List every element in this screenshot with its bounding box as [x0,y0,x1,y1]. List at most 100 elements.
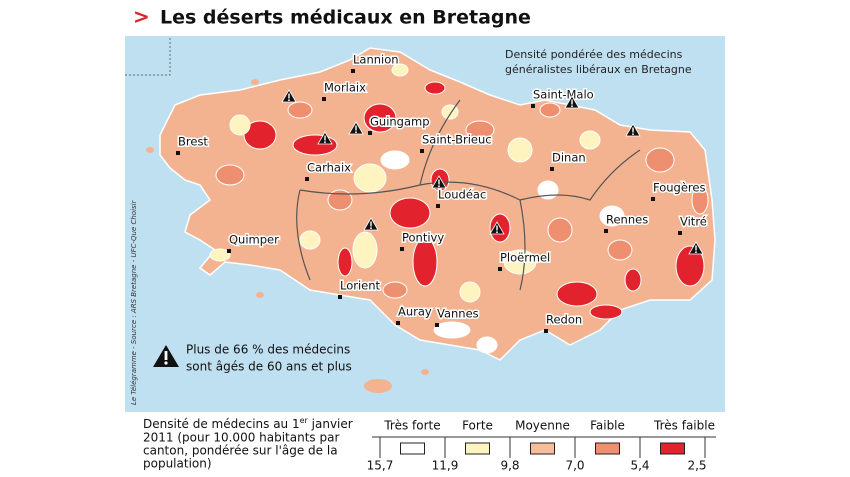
legend-classes: Très forte Forte Moyenne Faible Très faible 1… [367,419,715,473]
canton [352,231,378,269]
city-marker [498,267,502,271]
legend-swatch [530,442,555,455]
warning-dot [571,105,573,108]
city-marker [227,249,231,253]
canton [589,304,623,320]
canton [441,104,459,120]
city-marker [368,131,372,135]
island [256,292,264,298]
warning-bar [438,179,440,185]
warning-bar [496,225,498,231]
canton [380,150,410,170]
city-marker [531,104,535,108]
warning-bar [632,127,634,133]
warning-dot [632,133,634,136]
canton [287,101,313,119]
city-label: Vannes [437,307,479,321]
legend-description: canton, pondérée sur l'âge de la [143,444,338,458]
city-label: Ploërmel [500,251,550,265]
canton [292,134,338,156]
island [364,379,392,393]
canton [353,163,387,193]
warning-bar [324,135,326,141]
warning-bar [571,99,573,105]
warning-dot [324,141,326,144]
canton [363,103,397,133]
department-border [296,99,641,291]
canton [391,63,409,77]
warning-note: Plus de 66 % des médecins [186,343,350,357]
warning-icon [625,123,641,137]
warning-dot [695,251,697,254]
warning-icon [363,217,379,231]
city-label: Quimper [229,233,279,247]
warning-bar [370,221,372,227]
city-label: Rennes [606,213,648,227]
subtitle: Densité pondérée des médecins [505,48,683,61]
canton [675,245,705,287]
canton [337,247,353,277]
city-label: Lannion [353,53,399,67]
canton [299,230,321,250]
island [146,147,154,153]
canton [607,239,633,261]
city-marker [396,321,400,325]
city-label: Guingamp [370,115,430,129]
legend-threshold: 7,0 [565,459,584,473]
title-marker: > [133,5,150,29]
canton [645,147,675,173]
city-marker [176,151,180,155]
city-marker [651,197,655,201]
canton [327,189,353,211]
warning-icon [431,175,447,189]
canton [599,205,625,227]
city-marker [436,204,440,208]
warning-note: sont âgés de 60 ans et plus [186,360,352,374]
city-label: Fougères [653,181,705,195]
canton [547,217,573,243]
city-marker [351,69,355,73]
warning-dot [355,131,357,134]
city-marker [338,295,342,299]
cities: Lannion Morlaix Saint-Malo Guingamp Brest Sai… [176,51,708,333]
source: Le Télégramme - Source : ARS Bretagne - … [130,199,138,405]
legend-swatch [595,442,620,455]
canton [424,81,446,95]
city-label: Dinan [552,151,586,165]
canton [209,248,231,262]
inset-line [125,36,171,76]
canton [691,185,709,215]
city-marker [420,149,424,153]
canton [503,249,537,275]
legend-description: population) [143,457,212,471]
canton [507,137,533,163]
legend-class-label: Faible [590,419,625,433]
legend-threshold: 5,4 [630,459,649,473]
legend-threshold: 15,7 [367,459,394,473]
title: Les déserts médicaux en Bretagne [160,7,531,29]
canton [382,281,408,299]
city-marker [544,329,548,333]
canton-patches [209,63,709,354]
legend-swatch [400,442,425,455]
subtitle: généralistes libéraux en Bretagne [505,63,692,76]
warning-dot [288,99,290,102]
warning-icon [281,89,297,103]
warning-bar [288,93,290,99]
city-marker [604,229,608,233]
canton [243,120,277,150]
legend-class-label: Moyenne [515,419,570,433]
city-label: Lorient [340,279,381,293]
legend-description: 2011 (pour 10.000 habitants par [143,431,339,445]
canton [229,114,251,136]
legend-threshold: 11,9 [432,459,459,473]
city-marker [400,247,404,251]
city-label: Carhaix [307,161,351,175]
city-label: Pontivy [402,231,444,245]
warnings [281,89,704,255]
legend-description: Densité de médecins au 1er janvier [143,416,353,431]
legend-class-label: Très forte [383,419,440,433]
city-marker [678,231,682,235]
